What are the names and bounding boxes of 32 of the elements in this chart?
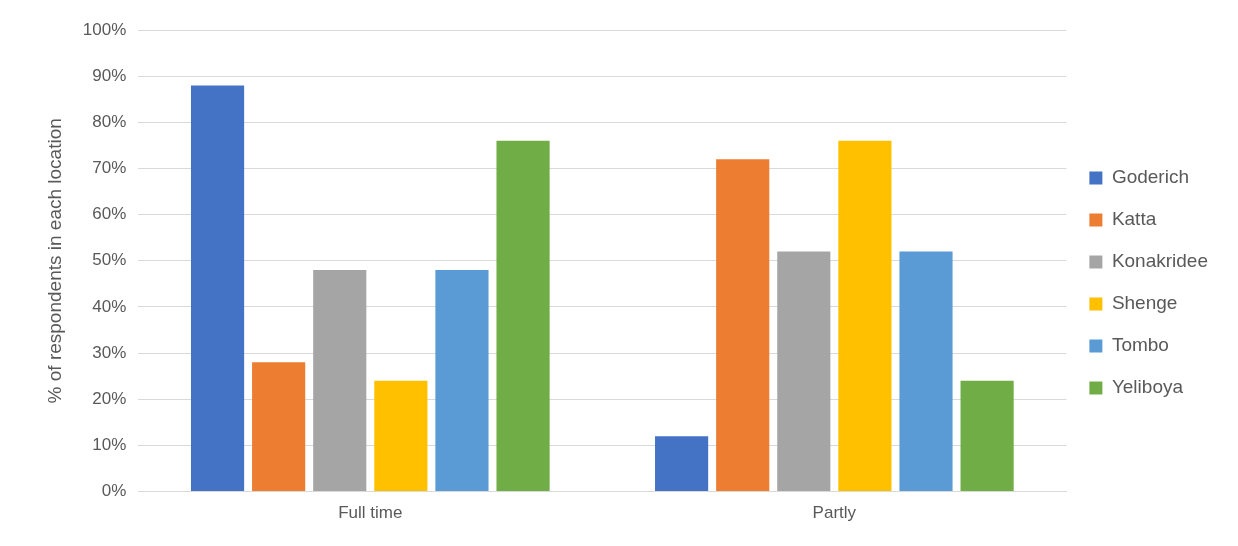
y-tick-label: 90% [92,65,127,85]
bar [960,380,1014,492]
bar [313,270,367,492]
bar [716,159,770,492]
y-tick-label: 40% [92,296,127,316]
legend-label: Konakridee [1111,250,1208,272]
y-tick-label: 10% [92,435,127,455]
x-tick-label: Full time [338,503,403,523]
bar [374,380,428,492]
bar [435,270,489,492]
bar [899,251,953,492]
legend-label: Goderich [1111,166,1189,188]
y-tick-label: 0% [101,481,127,501]
y-tick-label: 60% [92,204,127,224]
x-tick-label: Partly [812,503,857,523]
bar [777,251,831,492]
bar [655,436,709,492]
legend-label: Tombo [1111,334,1169,356]
y-tick-label: 50% [92,250,127,270]
bar [838,140,892,492]
legend-label: Shenge [1111,292,1178,314]
legend-label: Yeliboya [1111,376,1184,398]
y-tick-label: 80% [92,112,127,132]
y-tick-label: 100% [82,19,127,39]
y-tick-label: 70% [92,158,127,178]
bar [252,362,306,492]
y-axis-title: % of respondents in each location [43,118,65,404]
legend-label: Katta [1111,208,1157,230]
y-tick-label: 30% [92,342,127,362]
y-tick-label: 20% [92,388,127,408]
bar [190,85,245,492]
bar [496,140,550,492]
